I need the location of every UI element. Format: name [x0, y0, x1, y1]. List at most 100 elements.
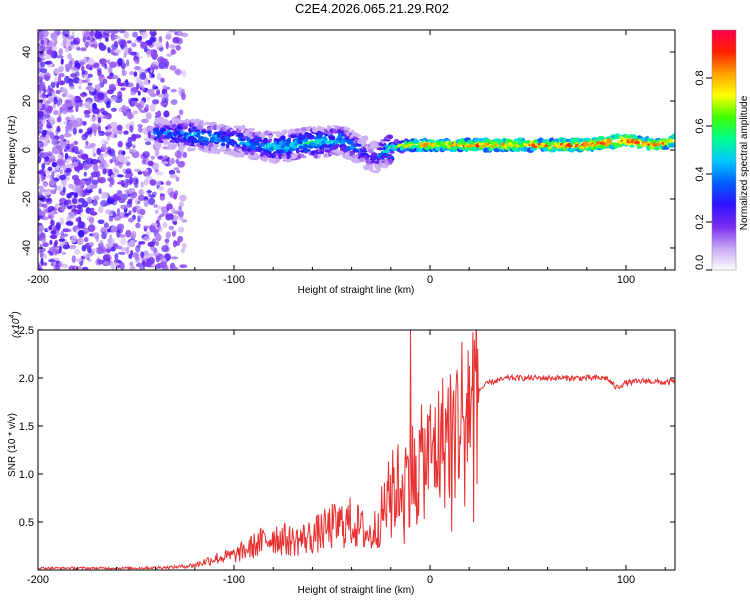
heatmap-cell — [40, 30, 45, 36]
heatmap-cell — [62, 228, 70, 233]
heatmap-cell — [90, 171, 99, 178]
heatmap-cell — [316, 133, 323, 139]
heatmap-cell — [140, 41, 148, 48]
heatmap-cell — [62, 39, 67, 44]
heatmap-cell — [131, 134, 137, 142]
heatmap-cell — [143, 202, 149, 207]
heatmap-cell — [629, 144, 635, 148]
heatmap-cell — [114, 49, 122, 54]
heatmap-cell — [162, 85, 168, 90]
heatmap-cell — [168, 225, 174, 230]
snr-panel: -200 -100 0 100 0.5 1.0 1.5 2.0 2.5 Height of s… — [7, 311, 676, 596]
heatmap-cell — [110, 174, 117, 178]
heatmap-cell — [668, 143, 675, 148]
heatmap-cell — [96, 67, 102, 73]
heatmap-cell — [145, 141, 152, 146]
heatmap-cell — [147, 97, 150, 101]
heatmap-cell — [170, 49, 176, 55]
heatmap-cell — [59, 134, 65, 140]
heatmap-cell — [78, 198, 86, 203]
heatmap-cell — [39, 188, 47, 193]
heatmap-cell — [90, 44, 96, 47]
heatmap-cell — [137, 171, 143, 175]
heatmap-cell — [250, 151, 255, 156]
heatmap-cell — [59, 174, 67, 181]
heatmap-cell — [158, 36, 163, 43]
heatmap-cell — [65, 93, 73, 99]
heatmap-cell — [298, 145, 305, 150]
heatmap-cell — [117, 58, 123, 66]
heatmap-cell — [146, 88, 155, 95]
heatmap-cell — [157, 155, 164, 160]
heatmap-cell — [616, 133, 621, 139]
heatmap-cell — [48, 225, 53, 231]
heatmap-cell — [73, 39, 79, 45]
heatmap-cell — [323, 135, 327, 141]
heatmap-cell — [512, 141, 517, 145]
heatmap-cell — [377, 147, 384, 151]
heatmap-cell — [74, 248, 81, 255]
heatmap-cell — [181, 219, 188, 223]
heatmap-cell — [93, 195, 100, 201]
heatmap-cell — [386, 134, 394, 140]
heatmap-cell — [113, 259, 121, 264]
heatmap-cell — [69, 143, 75, 149]
heatmap-cell — [46, 87, 54, 94]
heatmap-cell — [177, 160, 185, 168]
heatmap-cell — [62, 30, 70, 37]
heatmap-cell — [45, 197, 53, 205]
heatmap-cell — [69, 240, 77, 243]
heatmap-cell — [47, 166, 53, 172]
heatmap-cell — [225, 143, 230, 149]
heatmap-cell — [133, 168, 142, 172]
heatmap-cell — [109, 72, 114, 77]
heatmap-cell — [301, 155, 307, 159]
heatmap-cell — [59, 107, 63, 114]
colorbar-label: Normalized spectral amplitude — [739, 95, 750, 230]
heatmap-cell — [44, 60, 53, 65]
heatmap-cell — [61, 181, 67, 188]
heatmap-cell — [107, 59, 111, 64]
heatmap-cell — [81, 133, 88, 141]
heatmap-cell — [102, 260, 111, 266]
heatmap-cell — [62, 244, 70, 250]
heatmap-cell — [84, 178, 92, 186]
heatmap-cell — [135, 259, 140, 264]
heatmap-cell — [354, 160, 359, 164]
heatmap-cell — [224, 136, 231, 140]
heatmap-cell — [159, 193, 166, 201]
heatmap-cell — [154, 209, 159, 214]
heatmap-cell — [54, 203, 60, 209]
heatmap-cell — [55, 89, 61, 95]
heatmap-cell — [132, 206, 137, 213]
heatmap-cell — [126, 40, 132, 44]
heatmap-cell — [102, 115, 110, 119]
heatmap-cell — [138, 126, 143, 133]
heatmap-cell — [91, 123, 97, 131]
heatmap-cell — [110, 211, 114, 215]
heatmap-cell — [159, 214, 164, 218]
heatmap-cell — [169, 174, 178, 179]
heatmap-cell — [70, 73, 77, 78]
heatmap-cell — [182, 69, 187, 78]
heatmap-cell — [170, 214, 174, 220]
heatmap-cell — [72, 127, 77, 135]
heatmap-cell — [89, 207, 95, 212]
heatmap-cell — [97, 155, 104, 161]
heatmap-cell — [46, 49, 53, 55]
heatmap-cell — [71, 120, 80, 128]
heatmap-cell — [41, 163, 46, 170]
heatmap-cell — [43, 89, 47, 94]
snr-x-label: Height of straight line (km) — [298, 585, 415, 596]
heatmap-cell — [65, 47, 69, 53]
heatmap-cell — [88, 241, 94, 246]
heatmap-cell — [146, 50, 152, 58]
heatmap-cell — [78, 85, 82, 90]
heatmap-cell — [67, 53, 72, 60]
heatmap-cell — [125, 59, 130, 67]
heatmap-cell — [68, 183, 75, 189]
heatmap-cell — [51, 171, 55, 179]
heatmap-cell — [108, 83, 116, 91]
heatmap-cell — [58, 238, 66, 242]
heatmap-cell — [129, 149, 137, 153]
